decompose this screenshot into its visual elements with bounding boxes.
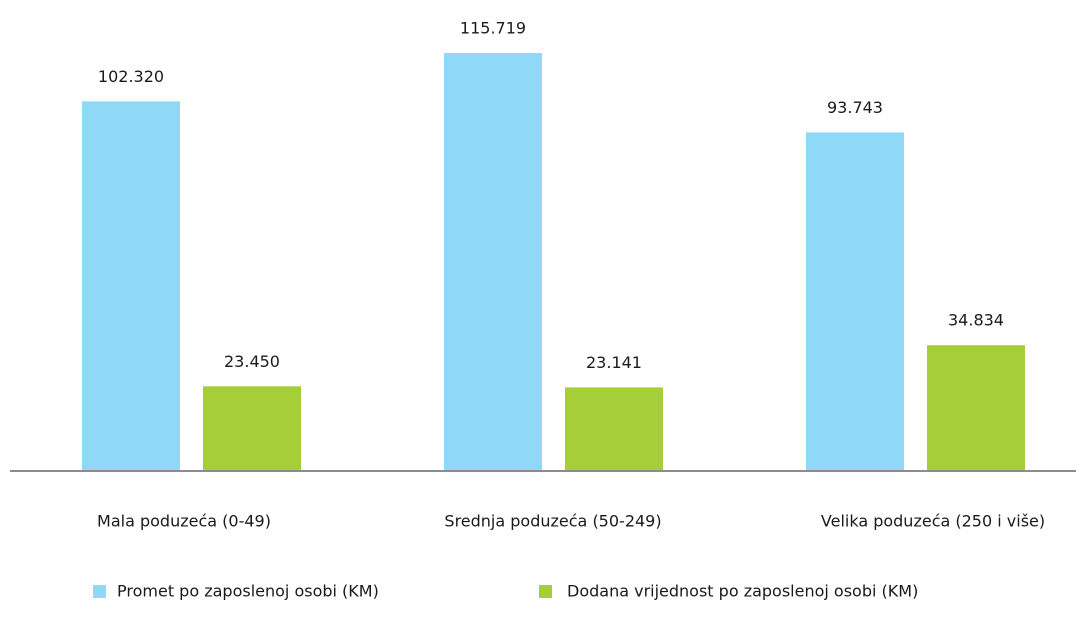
x-tick-label: Srednja poduzeća (50-249) (444, 512, 661, 531)
bar (444, 53, 542, 471)
bar (927, 345, 1025, 471)
bar (565, 387, 663, 471)
legend-label: Promet po zaposlenoj osobi (KM) (117, 582, 379, 601)
bar (203, 386, 301, 471)
value-label: 34.834 (948, 311, 1004, 330)
x-tick-label: Mala poduzeća (0-49) (97, 512, 271, 531)
legend-swatch (93, 585, 106, 598)
legend-swatch (539, 585, 552, 598)
value-label: 115.719 (460, 19, 526, 38)
x-tick-label: Velika poduzeća (250 i više) (821, 512, 1045, 531)
bar (806, 132, 904, 472)
value-label: 23.141 (586, 353, 642, 372)
legend-label: Dodana vrijednost po zaposlenoj osobi (K… (567, 582, 918, 601)
value-label: 93.743 (827, 98, 883, 117)
bar (82, 101, 180, 472)
value-label: 102.320 (98, 67, 164, 86)
value-label: 23.450 (224, 352, 280, 371)
